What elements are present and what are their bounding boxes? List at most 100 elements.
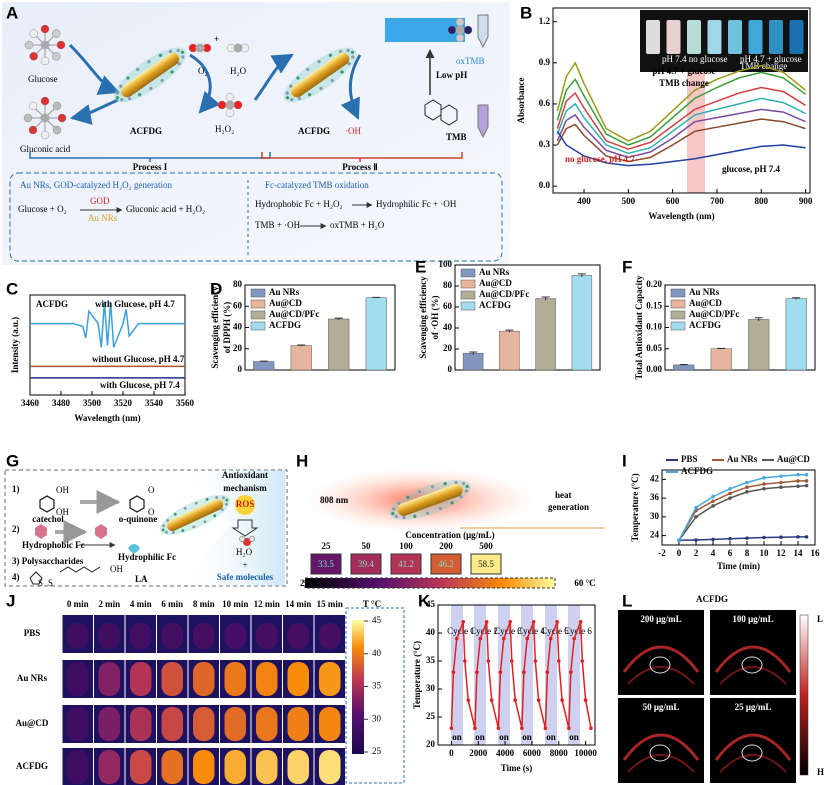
thermal-images-rect	[352, 620, 364, 754]
bar	[328, 318, 350, 371]
ligand	[317, 59, 321, 64]
scheme-g-text: catechol	[32, 514, 64, 524]
atom	[225, 100, 235, 110]
scheme-h-text: 20 °C	[300, 578, 321, 588]
y-tick-label: 30	[650, 511, 660, 521]
atom	[233, 100, 243, 110]
bar	[499, 330, 520, 371]
y-tick-label: 60	[233, 300, 243, 310]
region	[649, 744, 671, 762]
atom	[40, 130, 50, 140]
group-label: Au@CD	[16, 718, 49, 728]
ligand	[306, 67, 310, 72]
data-point	[533, 659, 538, 663]
scheme-a: Glucose Gluconic acid ACFDG O₂ + H₂O H₂O…	[2, 2, 510, 265]
atom	[40, 40, 50, 50]
error-bar	[792, 297, 801, 300]
ligand	[459, 495, 463, 499]
data-point	[513, 698, 517, 702]
concentration-label: 100	[399, 541, 413, 551]
concentration-label: 25 μg/mL	[735, 702, 772, 712]
ligand	[340, 70, 344, 74]
ligand	[222, 496, 225, 500]
thermal-tube	[130, 662, 152, 696]
y-axis-label: of ·OH (%)	[430, 296, 440, 340]
annotation: glucose, pH 7.4	[722, 164, 781, 174]
data-point	[580, 659, 585, 663]
ligand	[205, 497, 209, 501]
group-label: Au NRs	[17, 673, 48, 683]
atom	[40, 113, 50, 123]
thermal-tube	[130, 707, 152, 741]
legend-label: Au@CD	[269, 298, 302, 308]
legend-label: Au@CD/PFc	[479, 289, 529, 299]
error-bar	[334, 317, 343, 320]
x-tick-label: 6000	[523, 748, 542, 758]
thermal-tube	[287, 750, 309, 784]
temperature-value: 39.4	[358, 559, 374, 569]
data-point	[545, 670, 550, 674]
thermal-tube	[130, 750, 152, 784]
legend-swatch	[670, 288, 686, 298]
y-tick-label: 0	[448, 364, 453, 374]
region	[741, 656, 763, 674]
plot-frame	[661, 469, 816, 546]
x-axis-label: Wavelength (nm)	[74, 413, 140, 423]
scheme-a-path	[68, 43, 120, 95]
panel-label: L	[622, 591, 632, 610]
scheme-h-text: 808 nm	[320, 495, 349, 505]
data-point	[728, 496, 732, 500]
data-point	[486, 659, 491, 663]
y-tick-label: 0.20	[646, 279, 662, 289]
thermal-tube	[224, 662, 246, 696]
data-point	[589, 726, 593, 730]
ligand	[183, 506, 187, 510]
series-line	[556, 118, 806, 163]
scheme-h-text: generation	[548, 502, 589, 512]
ligand	[115, 91, 119, 95]
concentration-label: 200	[439, 541, 453, 551]
scheme-a-text: GOD	[90, 196, 110, 206]
scheme-g-text: 3) Polysaccharides	[12, 556, 84, 566]
y-tick-label: 42	[650, 473, 660, 483]
ligand	[203, 520, 207, 524]
x-tick-label: 8000	[550, 748, 569, 758]
legend-swatch	[670, 299, 686, 309]
ligand	[289, 84, 293, 88]
scheme-g-text: +	[242, 560, 247, 570]
ligand	[170, 70, 174, 74]
plot-frame	[437, 604, 596, 746]
atom	[52, 29, 61, 38]
error-bar	[297, 344, 306, 347]
series-line	[678, 480, 807, 541]
nanorod	[113, 47, 187, 103]
data-point	[694, 515, 698, 519]
scheme-g-text: Safe molecules	[217, 572, 274, 582]
x-tick-label: 400	[577, 196, 591, 206]
data-point	[522, 670, 526, 674]
thermal-tube	[287, 707, 309, 741]
atom	[28, 125, 38, 135]
scheme-a-text: H₂O	[230, 66, 247, 76]
ligand	[115, 96, 120, 100]
data-point	[694, 538, 698, 542]
thermal-tube	[161, 623, 183, 649]
data-point	[449, 726, 454, 730]
thermal-images-text: T °C	[363, 599, 381, 609]
legend-swatch	[460, 290, 476, 300]
scheme-a-rect	[9, 172, 503, 262]
scale-tick-label: 35	[372, 681, 382, 691]
cycle-label: Cycle 1	[447, 626, 475, 636]
y-axis-label: Temperature (°C)	[412, 641, 422, 709]
scheme-a-path	[340, 54, 362, 120]
ligand	[346, 48, 350, 52]
thermal-tube	[193, 750, 215, 784]
thermal-tube	[161, 750, 183, 784]
atom	[28, 101, 38, 111]
legend-swatch	[460, 279, 476, 289]
legend-label: ACFDG	[681, 466, 713, 476]
scheme-g-path	[175, 470, 285, 586]
data-point	[496, 726, 501, 730]
y-tick-label: 0.9	[539, 57, 551, 67]
